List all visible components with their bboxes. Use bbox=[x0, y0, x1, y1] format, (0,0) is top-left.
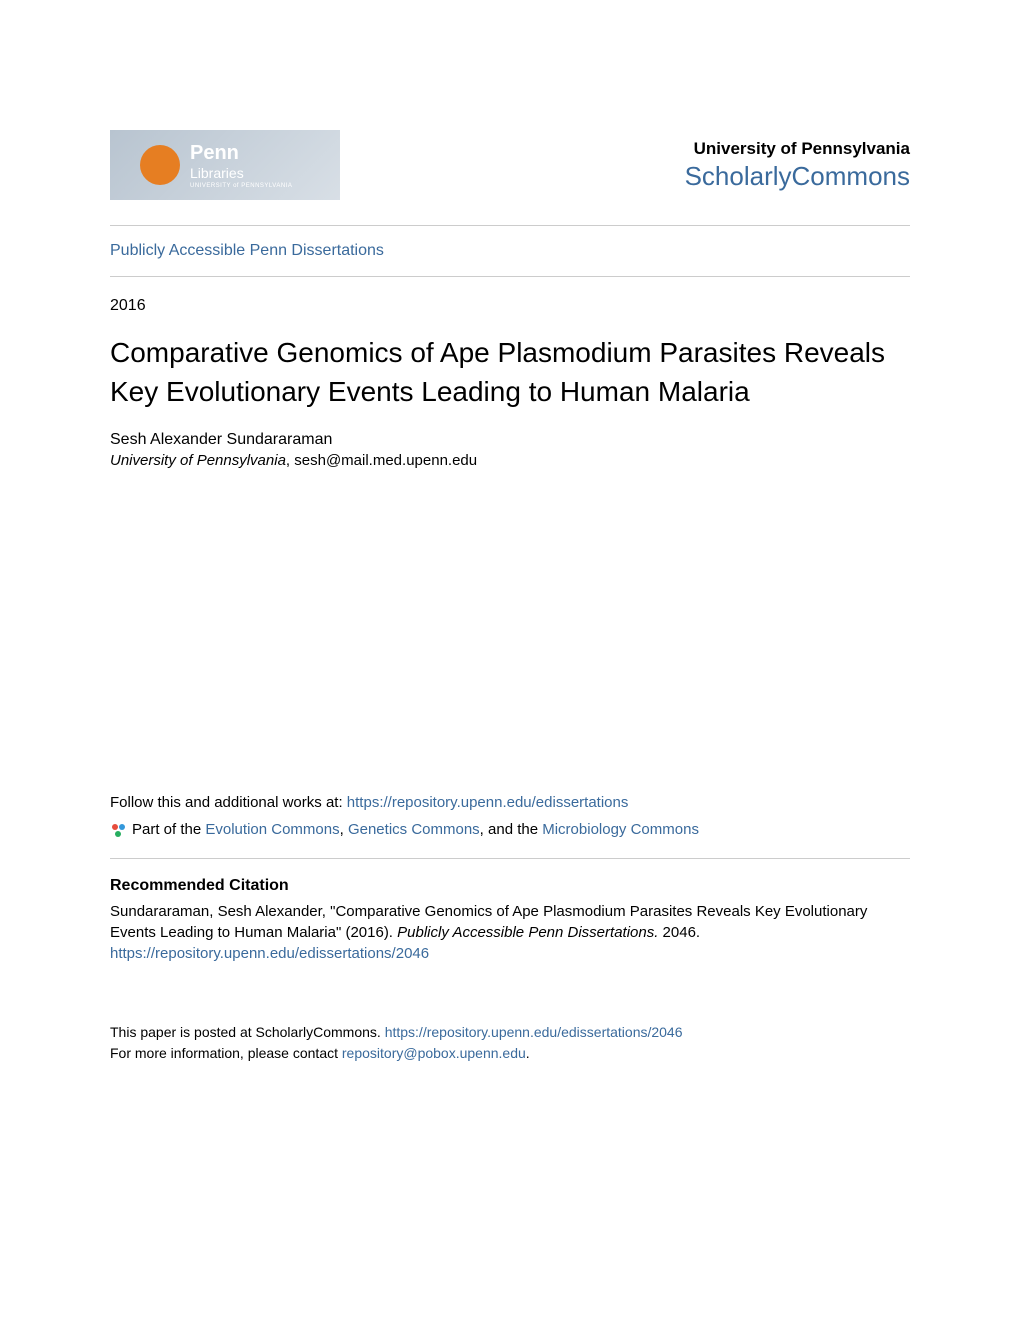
article-title: Comparative Genomics of Ape Plasmodium P… bbox=[110, 333, 910, 411]
open-access-icon bbox=[132, 137, 189, 194]
collection-link[interactable]: Publicly Accessible Penn Dissertations bbox=[110, 226, 910, 276]
logo-sub-text: Libraries bbox=[190, 165, 292, 181]
follow-prefix: Follow this and additional works at: bbox=[110, 794, 347, 811]
penn-libraries-logo[interactable]: Penn Libraries UNIVERSITY of PENNSYLVANI… bbox=[110, 130, 340, 200]
author-name: Sesh Alexander Sundararaman bbox=[110, 431, 910, 449]
footer-line1-pre: This paper is posted at ScholarlyCommons… bbox=[110, 1024, 385, 1040]
author-email: sesh@mail.med.upenn.edu bbox=[294, 452, 477, 469]
citation-heading: Recommended Citation bbox=[110, 877, 910, 895]
commons-link-3[interactable]: Microbiology Commons bbox=[542, 821, 699, 838]
commons-link-2[interactable]: Genetics Commons bbox=[348, 821, 480, 838]
footer-line2-post: . bbox=[526, 1045, 530, 1061]
footer-line2-pre: For more information, please contact bbox=[110, 1045, 342, 1061]
logo-university-text: UNIVERSITY of PENNSYLVANIA bbox=[190, 183, 292, 189]
divider bbox=[110, 276, 910, 277]
follow-url-link[interactable]: https://repository.upenn.edu/edissertati… bbox=[347, 794, 629, 811]
logo-main-text: Penn bbox=[190, 142, 292, 165]
citation-url-link[interactable]: https://repository.upenn.edu/edissertati… bbox=[110, 945, 910, 962]
publication-year: 2016 bbox=[110, 297, 910, 315]
citation-post: 2046. bbox=[658, 924, 700, 941]
footer-email-link[interactable]: repository@pobox.upenn.edu bbox=[342, 1045, 526, 1061]
network-icon bbox=[110, 822, 126, 838]
partof-prefix: Part of the bbox=[132, 821, 205, 838]
footer-text: This paper is posted at ScholarlyCommons… bbox=[110, 1022, 910, 1064]
follow-works-row: Follow this and additional works at: htt… bbox=[110, 794, 910, 811]
divider bbox=[110, 858, 910, 859]
part-of-row: Part of the Evolution Commons, Genetics … bbox=[110, 821, 910, 838]
commons-link-1[interactable]: Evolution Commons bbox=[205, 821, 339, 838]
citation-text: Sundararaman, Sesh Alexander, "Comparati… bbox=[110, 901, 910, 943]
university-name: University of Pennsylvania bbox=[685, 139, 910, 159]
citation-italic: Publicly Accessible Penn Dissertations. bbox=[397, 924, 658, 941]
footer-url-link[interactable]: https://repository.upenn.edu/edissertati… bbox=[385, 1024, 683, 1040]
author-affiliation: University of Pennsylvania, sesh@mail.me… bbox=[110, 452, 910, 469]
author-affil-text: University of Pennsylvania bbox=[110, 452, 286, 469]
repository-link[interactable]: ScholarlyCommons bbox=[685, 161, 910, 192]
